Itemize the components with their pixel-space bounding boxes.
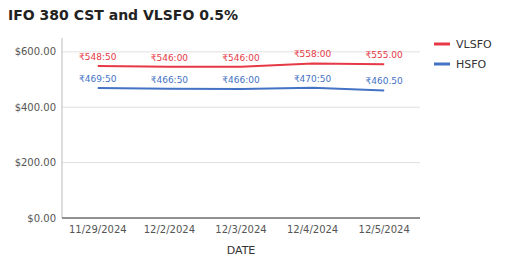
lines (98, 63, 384, 90)
data-label: ₹460.50 (366, 76, 403, 86)
grid (62, 52, 420, 218)
data-label: ₹546:00 (222, 53, 260, 63)
chart: IFO 380 CST and VLSFO 0.5% $0.00 $200.00 $4… (0, 0, 508, 278)
data-label: ₹470:50 (294, 74, 332, 84)
data-label: ₹548:50 (79, 52, 117, 62)
data-label: ₹546:00 (151, 53, 189, 63)
y-tick-label: $400.00 (15, 102, 56, 113)
x-axis-line (62, 218, 420, 219)
legend-swatch (434, 43, 450, 46)
x-tick-label: 12/4/2024 (287, 224, 338, 235)
series-line (98, 88, 384, 91)
grid-line (62, 162, 420, 163)
legend-swatch (434, 63, 450, 66)
title: IFO 380 CST and VLSFO 0.5% (8, 7, 238, 23)
data-label: ₹466:00 (222, 75, 260, 85)
data-label: ₹558:00 (294, 49, 332, 59)
y-axis-line (62, 38, 63, 218)
legend: VLSFO HSFO (434, 38, 492, 71)
x-tick-label: 12/2/2024 (144, 224, 195, 235)
y-tick-label: $200.00 (15, 157, 56, 168)
grid-line (62, 107, 420, 108)
x-tick-label: 12/3/2024 (215, 224, 266, 235)
data-label: ₹469:50 (79, 74, 117, 84)
data-labels: ₹548:50 ₹546:00 ₹546:00 ₹558:00 ₹555.00 ₹469:… (79, 49, 403, 86)
legend-label: VLSFO (456, 38, 492, 51)
x-axis-label: DATE (227, 244, 256, 257)
y-tick-label: $0.00 (27, 213, 56, 224)
data-label: ₹555.00 (366, 50, 403, 60)
y-tick-label: $600.00 (15, 46, 56, 57)
legend-label: HSFO (456, 58, 487, 71)
grid-line (62, 218, 420, 219)
series-line (98, 63, 384, 66)
data-label: ₹466:50 (151, 75, 189, 85)
x-tick-label: 12/5/2024 (359, 224, 410, 235)
x-tick-label: 11/29/2024 (69, 224, 127, 235)
